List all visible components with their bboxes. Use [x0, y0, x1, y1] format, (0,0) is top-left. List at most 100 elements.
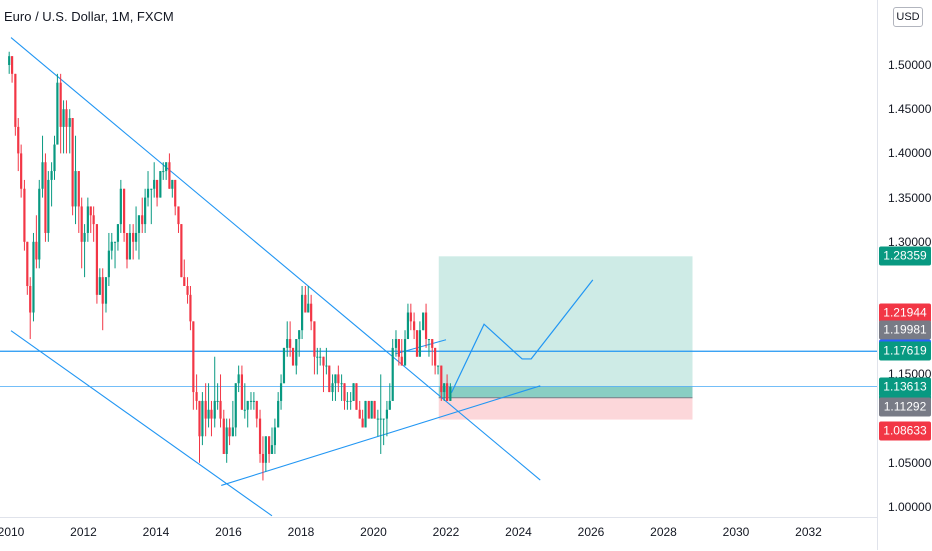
price-label-badge: 1.17619 — [879, 341, 931, 361]
candle-body — [174, 179, 177, 207]
projection-path — [450, 279, 594, 393]
candle-body — [8, 56, 11, 65]
time-tick-label: 2032 — [795, 525, 822, 539]
candle-body — [319, 356, 322, 358]
time-axis[interactable] — [0, 517, 877, 551]
candle-body — [86, 206, 89, 233]
chart-plot-area[interactable] — [0, 0, 877, 517]
time-tick-label: 2024 — [505, 525, 532, 539]
candle-body — [59, 82, 62, 127]
candle-body — [403, 339, 407, 366]
candle-body — [128, 232, 131, 260]
candle-body — [29, 286, 32, 313]
candle-body — [92, 215, 95, 225]
time-tick-label: 2026 — [577, 525, 605, 539]
candle-body — [123, 188, 126, 233]
candle-body — [295, 339, 298, 366]
price-axis[interactable] — [877, 0, 932, 550]
candle-body — [400, 356, 403, 366]
candle-body — [352, 383, 355, 401]
candle-body — [83, 232, 86, 242]
candle-body — [325, 365, 328, 367]
candle-body — [141, 215, 144, 225]
candle-body — [313, 321, 316, 357]
time-tick-label: 2014 — [142, 525, 170, 539]
candle-body — [277, 400, 280, 428]
price-label-badge: 1.21944 — [879, 303, 931, 323]
candle-body — [132, 232, 135, 242]
price-tick-label: 1.45000 — [888, 102, 932, 117]
candle-body — [171, 179, 174, 189]
candle-body — [113, 241, 117, 243]
candle-body — [298, 330, 301, 340]
candle-body — [198, 400, 201, 437]
candle-body — [125, 232, 129, 260]
candle-body — [255, 400, 258, 419]
candle-body — [47, 179, 50, 233]
candle-body — [32, 241, 35, 313]
candle-body — [74, 171, 77, 207]
candle-body — [110, 241, 113, 251]
candle-body — [286, 339, 289, 348]
candle-body — [228, 427, 231, 437]
candle-body — [104, 277, 108, 304]
candle-body — [449, 386, 452, 401]
candle-body — [346, 400, 349, 402]
candle-body — [207, 409, 210, 419]
stop-zone — [438, 397, 693, 420]
candle-body — [415, 330, 419, 357]
candle-body — [80, 206, 83, 242]
candle-body — [258, 418, 262, 454]
candle-body — [291, 347, 295, 366]
candle-body — [382, 418, 385, 420]
candle-body — [349, 400, 352, 402]
candle-body — [443, 383, 446, 393]
candle-body — [23, 188, 26, 242]
candle-body — [436, 365, 440, 367]
candle-body — [246, 400, 249, 410]
price-tick-label: 1.35000 — [888, 190, 932, 205]
candle-body — [162, 171, 165, 173]
profit-zone — [438, 256, 693, 398]
candle-body — [304, 294, 307, 313]
candle-body — [101, 277, 104, 304]
time-tick-label: 2030 — [722, 525, 750, 539]
candle-body — [337, 374, 340, 384]
candle-body — [300, 294, 304, 331]
candle-body — [50, 171, 53, 180]
candle-body — [243, 409, 246, 411]
candle-body — [409, 312, 412, 322]
candle-body — [358, 409, 361, 419]
candle-body — [367, 400, 370, 419]
candle-body — [231, 427, 234, 437]
candle-body — [35, 241, 38, 260]
candle-body — [270, 445, 274, 454]
candle-body — [204, 400, 207, 419]
price-tick-label: 1.00000 — [888, 500, 932, 514]
candle-body — [249, 400, 253, 402]
price-label-badge: 1.13613 — [879, 377, 931, 397]
candle-body — [397, 339, 400, 357]
price-label-badge: 1.19981 — [879, 320, 931, 340]
chart-title: Euro / U.S. Dollar, 1M, FXCM — [4, 9, 174, 24]
candle-body — [201, 400, 204, 437]
currency-button[interactable]: USD — [893, 7, 923, 27]
candle-body — [340, 383, 343, 385]
candle-body — [144, 197, 147, 225]
trend-line — [10, 330, 273, 517]
candle-body — [388, 400, 391, 410]
candle-body — [183, 277, 186, 286]
candle-body — [17, 126, 20, 154]
candle-body — [192, 321, 195, 393]
candle-body — [418, 330, 421, 357]
time-tick-label: 2028 — [650, 525, 677, 539]
candle-body — [56, 82, 59, 145]
candle-body — [213, 400, 216, 419]
candle-body — [189, 294, 192, 322]
candle-body — [219, 400, 222, 419]
candle-body — [237, 374, 240, 384]
candle-body — [427, 339, 431, 341]
candle-body — [264, 436, 267, 463]
candle-body — [261, 453, 265, 463]
price-label-badge: 1.11292 — [879, 397, 931, 417]
